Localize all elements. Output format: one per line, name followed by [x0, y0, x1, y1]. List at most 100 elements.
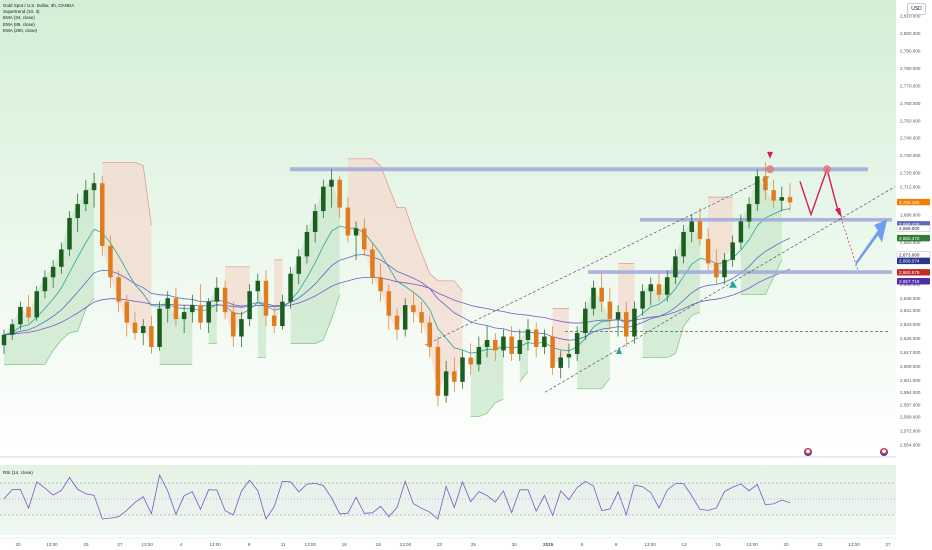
- candle-body: [632, 308, 637, 337]
- time-tick-label: 27: [885, 542, 891, 547]
- price-tick-label: 2,617.000: [900, 350, 921, 355]
- candle: [116, 270, 121, 313]
- candle: [714, 249, 719, 285]
- supertrend-up-line: [740, 259, 783, 296]
- candle: [623, 301, 629, 347]
- currency-button[interactable]: USD: [907, 3, 926, 15]
- supertrend-up-line: [470, 398, 504, 418]
- candle-body: [214, 287, 220, 302]
- time-tick-label: 27: [117, 542, 123, 547]
- candle-body: [75, 204, 80, 219]
- time-tick-label: 23: [437, 542, 443, 547]
- price-badge-label: 2,703.150: [899, 200, 920, 205]
- candle: [230, 301, 236, 347]
- candle-body: [771, 190, 776, 201]
- candle: [746, 197, 752, 229]
- candle: [656, 273, 662, 302]
- candle: [149, 315, 154, 354]
- projection-path-red: [799, 166, 840, 217]
- price-badge-label: 2,657.716: [899, 279, 920, 284]
- candle-body: [296, 256, 302, 274]
- candle: [42, 270, 48, 299]
- candle: [124, 294, 130, 337]
- candle-body: [476, 346, 482, 365]
- time-tick-label: 25: [83, 542, 89, 547]
- supertrend-up-line: [642, 311, 701, 358]
- candle-body: [124, 301, 130, 323]
- candle: [583, 301, 588, 341]
- indicator-legend: Gold Spot / U.S. Dollar, 4h, OANDA Super…: [3, 3, 74, 34]
- up-arrow-marker: [729, 280, 737, 288]
- price-tick-label: 2,641.000: [900, 308, 921, 313]
- candle-body: [574, 333, 580, 354]
- candle: [214, 277, 220, 313]
- channel-upper-line: [424, 175, 771, 346]
- supertrend-down-line: [102, 161, 152, 226]
- candle: [361, 218, 367, 257]
- support-band-lower: [588, 270, 892, 274]
- candle-body: [460, 357, 465, 382]
- candle-body: [763, 176, 768, 191]
- candle: [722, 252, 727, 285]
- supertrend-up-line: [577, 378, 611, 390]
- price-tick-label: 2,625.000: [900, 336, 921, 341]
- price-badge: 2,703.150: [897, 198, 930, 206]
- price-badge-label: 2,682.472: [899, 236, 920, 241]
- candle: [296, 249, 302, 285]
- time-tick-label: 11: [281, 542, 286, 547]
- price-tick-label: 2,656.000: [900, 282, 921, 287]
- candle-body: [664, 277, 670, 295]
- candle: [738, 214, 744, 250]
- time-tick-label: 30: [512, 542, 518, 547]
- price-badge-bg: [897, 234, 930, 242]
- candle-body: [206, 301, 211, 323]
- supertrend-up-line: [519, 371, 529, 383]
- supertrend-label[interactable]: Supertrend (10, 3): [3, 9, 40, 15]
- candle-body: [787, 197, 793, 203]
- price-badge-label: 2,690.420: [899, 222, 920, 227]
- candle: [550, 326, 555, 375]
- candle: [165, 291, 171, 323]
- candle-body: [345, 207, 351, 236]
- candle: [345, 197, 351, 243]
- candle-body: [566, 353, 572, 358]
- candle-body: [361, 228, 367, 250]
- candle-body: [165, 298, 171, 309]
- candle: [468, 343, 473, 375]
- us-flag-icon[interactable]: [880, 448, 888, 456]
- price-badge-bg: [897, 278, 930, 285]
- time-tick-label: 13:00: [848, 542, 860, 547]
- candle-body: [337, 179, 342, 208]
- ema200-label[interactable]: EMA (200, close): [3, 27, 38, 33]
- time-tick-label: 22: [817, 542, 823, 547]
- candle-body: [648, 284, 654, 292]
- candle: [673, 249, 678, 285]
- price-tick-label: 2,564.000: [900, 442, 921, 447]
- ema34-label[interactable]: EMA (34, close): [3, 15, 35, 21]
- candle: [18, 301, 23, 330]
- candle-body: [435, 346, 441, 396]
- candle-body: [738, 221, 744, 243]
- candle-body: [419, 312, 424, 323]
- time-tick-label: 6: [581, 542, 584, 547]
- candle: [640, 284, 645, 316]
- candle: [108, 235, 113, 288]
- rsi-label: RSI (14, close): [3, 470, 33, 475]
- us-flag-icon[interactable]: [804, 448, 812, 456]
- time-tick-label: 13:00: [46, 542, 58, 547]
- time-tick-label: 8: [615, 542, 618, 547]
- ema89-label[interactable]: EMA (89, close): [3, 21, 35, 27]
- candle-body: [149, 326, 154, 347]
- price-tick-label: 2,680.000: [900, 240, 921, 245]
- time-tick-label: 25: [471, 542, 477, 547]
- price-badge-label: 2,688.000: [899, 226, 920, 231]
- supertrend-up-line: [290, 294, 341, 344]
- candle-body: [730, 242, 735, 260]
- time-tick-label: 13:00: [209, 542, 221, 547]
- candle-body: [304, 231, 310, 257]
- supertrend-down-zone: [102, 162, 152, 347]
- top-marker-circle: [766, 165, 774, 174]
- price-tick-label: 2,587.000: [900, 402, 921, 407]
- candle-body: [18, 306, 23, 325]
